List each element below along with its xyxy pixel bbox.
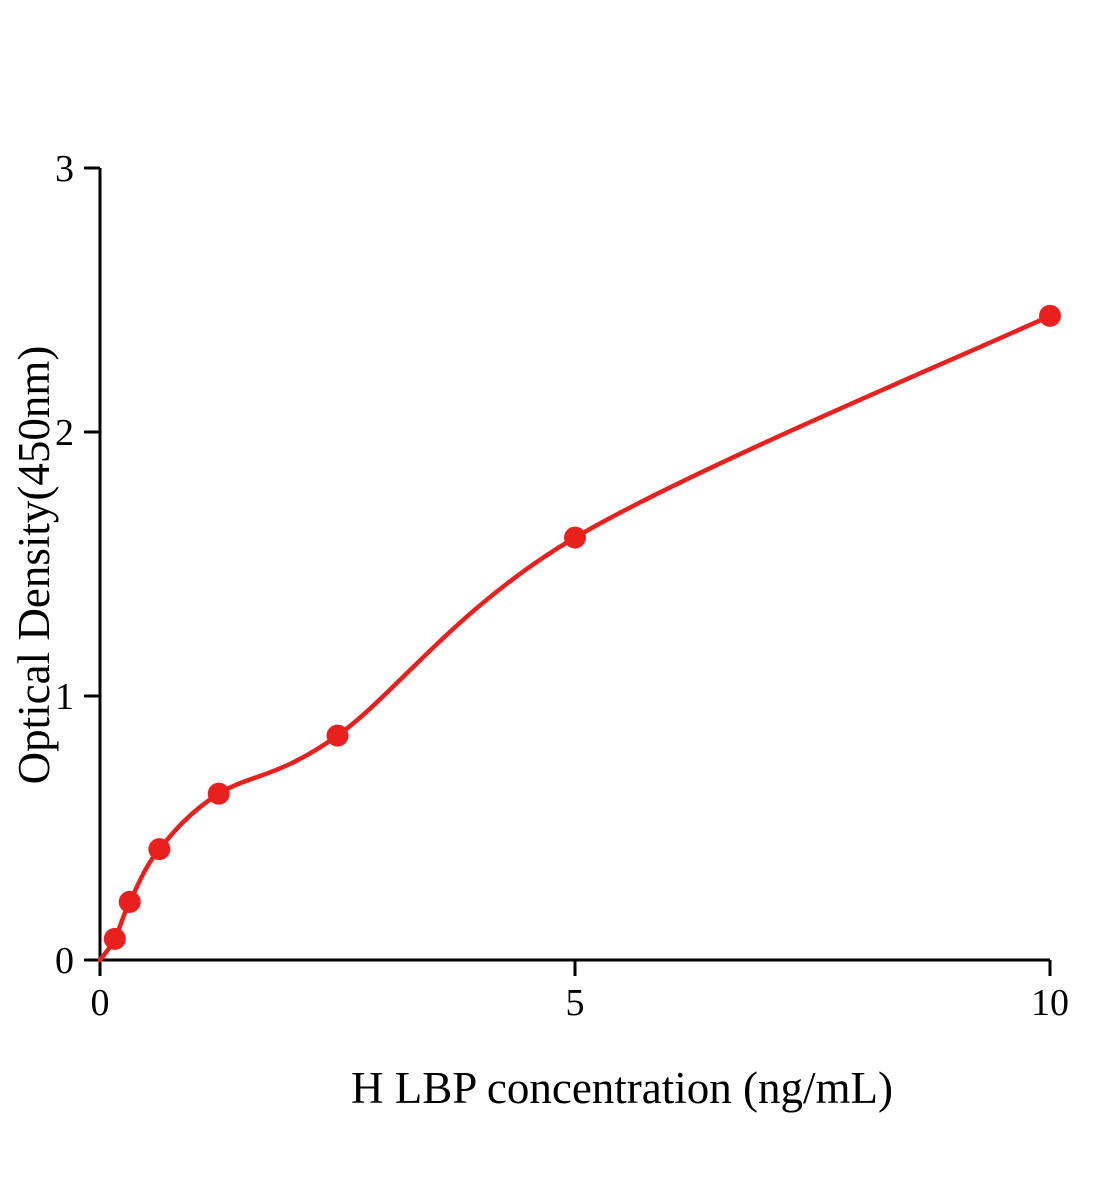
y-tick-label: 0 [55,940,74,982]
fit-curve [97,313,1053,963]
data-point [118,890,141,913]
y-tick-label: 1 [55,676,74,718]
axis-spines [98,168,1050,962]
y-tick-label: 2 [55,412,74,454]
x-axis-label: H LBP concentration (ng/mL) [351,1063,893,1113]
x-tick-label: 0 [91,982,110,1024]
y-tick-label: 3 [55,148,74,190]
x-tick-label: 5 [566,982,585,1024]
data-point [103,927,126,950]
x-tick-label: 10 [1031,982,1069,1024]
data-point [148,838,171,861]
y-axis-label: Optical Density(450nm) [9,345,59,785]
data-point [326,724,349,747]
data-point [207,782,230,805]
data-point [564,526,586,549]
data-point [1039,304,1061,327]
